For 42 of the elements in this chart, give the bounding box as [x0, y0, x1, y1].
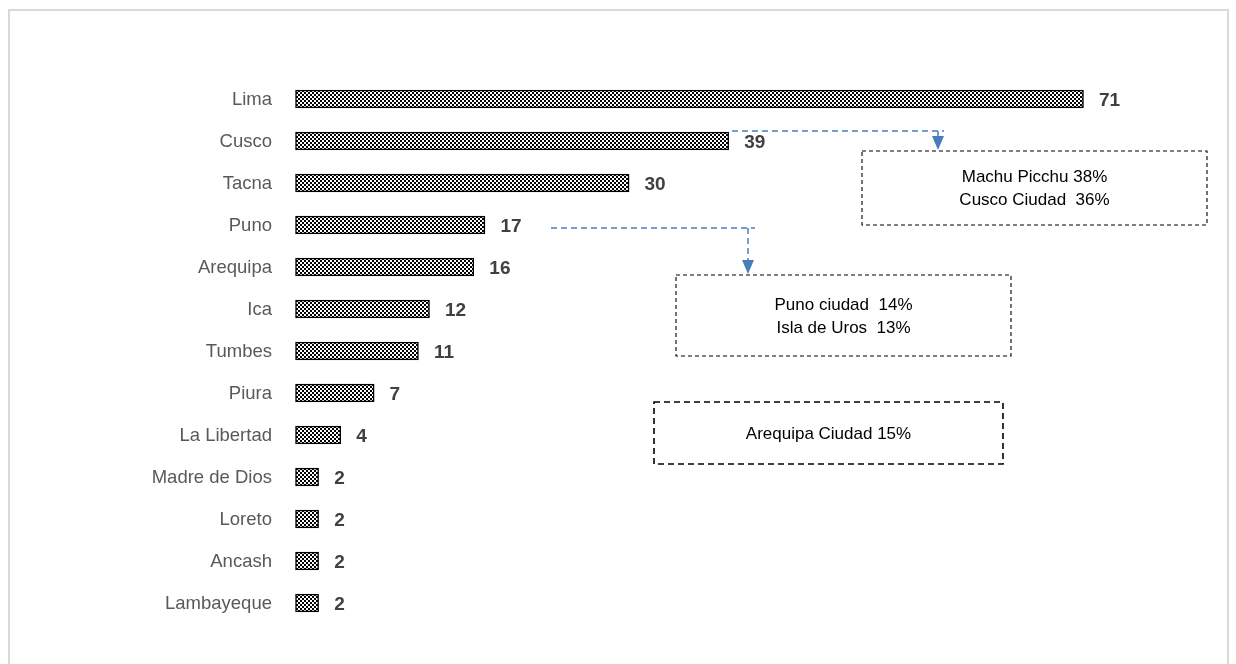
data-label: 39 — [744, 130, 766, 152]
data-label: 2 — [334, 508, 345, 530]
y-tick-label: Lima — [231, 87, 273, 109]
y-tick-label: Arequipa — [197, 255, 273, 277]
y-tick-label: Piura — [228, 381, 273, 403]
bar — [295, 89, 1084, 109]
y-tick-label: Madre de Dios — [151, 465, 272, 487]
data-label: 17 — [500, 214, 522, 236]
annotation: Puno ciudad 14% Isla de Uros 13% — [774, 294, 913, 337]
data-label: 2 — [334, 592, 345, 614]
data-label: 12 — [445, 298, 467, 320]
bar — [295, 383, 375, 403]
data-label: 71 — [1099, 88, 1121, 110]
bar — [295, 551, 319, 571]
bar — [295, 593, 319, 613]
bar — [295, 509, 319, 529]
annotation: Machu Picchu 38% Cusco Ciudad 36% — [959, 167, 1110, 210]
y-tick-label: Puno — [228, 213, 272, 235]
data-label: 7 — [389, 382, 401, 404]
data-label: 30 — [644, 172, 666, 194]
data-label: 4 — [356, 424, 368, 446]
y-tick-label: Loreto — [219, 507, 272, 529]
bar — [295, 131, 729, 151]
y-tick-label: Ancash — [210, 549, 272, 571]
annotation: Arequipa Ciudad 15% — [745, 423, 912, 443]
data-label: 2 — [334, 550, 345, 572]
y-tick-label: Tacna — [222, 171, 273, 193]
y-tick-label: Cusco — [219, 129, 272, 151]
data-label: 16 — [489, 256, 511, 278]
data-label: 2 — [334, 466, 345, 488]
bar — [295, 341, 419, 361]
bar — [295, 215, 486, 235]
y-tick-label: Ica — [247, 297, 273, 319]
y-tick-label: La Libertad — [179, 423, 272, 445]
data-label: 11 — [433, 340, 455, 362]
bar — [295, 467, 319, 487]
bar — [295, 173, 630, 193]
bar — [295, 257, 474, 277]
y-tick-label: Lambayeque — [165, 591, 272, 613]
y-tick-label: Tumbes — [205, 339, 272, 361]
bar — [295, 425, 341, 445]
bar — [295, 299, 430, 319]
